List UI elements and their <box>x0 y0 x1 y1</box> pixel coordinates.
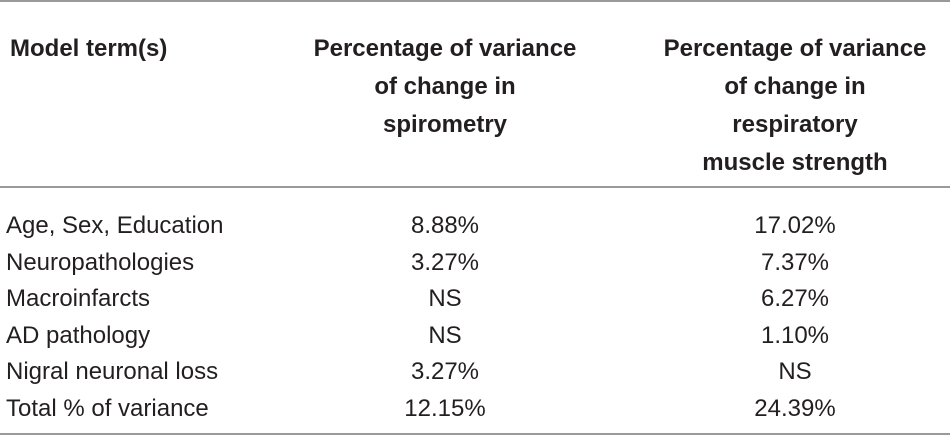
header-line: Percentage of variance <box>313 35 577 62</box>
table-row: Macroinfarcts NS 6.27% <box>0 281 950 318</box>
header-line: of change in <box>724 73 866 100</box>
table-bottom-rule <box>0 433 950 435</box>
table-row: AD pathology NS 1.10% <box>0 318 950 355</box>
spirometry-cell: NS <box>428 321 462 349</box>
table-top-rule <box>0 0 950 2</box>
model-term-cell: Total % of variance <box>6 394 209 422</box>
muscle-strength-cell: 24.39% <box>754 394 836 422</box>
header-muscle-strength: Percentage of variance of change in resp… <box>630 30 950 182</box>
table-row: Nigral neuronal loss 3.27% NS <box>0 354 950 391</box>
muscle-strength-cell: NS <box>778 358 812 386</box>
header-line: spirometry <box>382 111 508 138</box>
header-model-terms: Model term(s) <box>10 30 167 68</box>
model-term-cell: Nigral neuronal loss <box>6 358 219 386</box>
spirometry-cell: 3.27% <box>410 248 480 276</box>
table-row: Neuropathologies 3.27% 7.37% <box>0 245 950 282</box>
header-spirometry: Percentage of variance of change in spir… <box>280 30 610 144</box>
header-line: muscle strength <box>702 149 888 176</box>
header-line: Percentage of variance <box>663 35 927 62</box>
model-term-cell: Macroinfarcts <box>6 285 151 313</box>
header-divider-rule <box>0 186 950 188</box>
table-row: Age, Sex, Education 8.88% 17.02% <box>0 208 950 245</box>
model-term-cell: AD pathology <box>6 321 151 349</box>
spirometry-cell: 12.15% <box>404 394 486 422</box>
header-line: of change in <box>374 73 516 100</box>
header-line: respiratory <box>732 111 858 138</box>
muscle-strength-cell: 6.27% <box>760 285 830 313</box>
spirometry-cell: 3.27% <box>410 358 480 386</box>
muscle-strength-cell: 17.02% <box>754 212 836 239</box>
table-row: Total % of variance 12.15% 24.39% <box>0 391 950 428</box>
model-term-cell: Age, Sex, Education <box>6 212 224 239</box>
table-body: Age, Sex, Education 8.88% 17.02% Neuropa… <box>0 208 950 428</box>
spirometry-cell: NS <box>428 285 462 313</box>
spirometry-cell: 8.88% <box>410 212 480 239</box>
muscle-strength-cell: 1.10% <box>760 321 830 349</box>
muscle-strength-cell: 7.37% <box>760 248 830 276</box>
header-line: Model term(s) <box>10 35 168 62</box>
model-term-cell: Neuropathologies <box>6 248 195 276</box>
